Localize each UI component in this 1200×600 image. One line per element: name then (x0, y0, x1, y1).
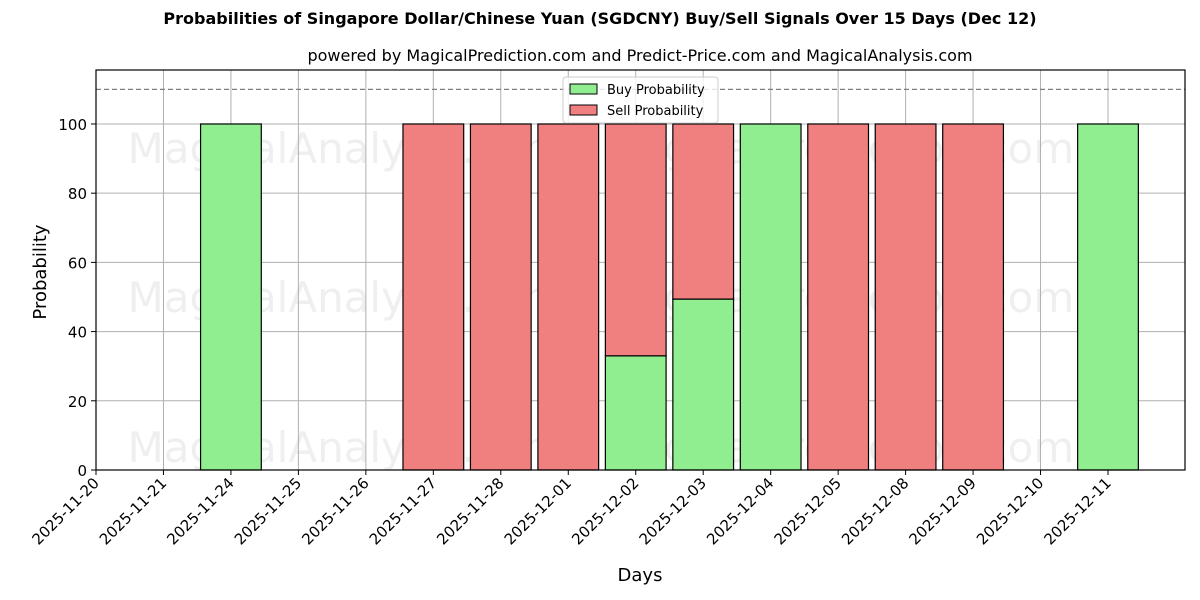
sell-bar (807, 123, 870, 471)
buy-bar (672, 298, 735, 471)
y-tick-label: 20 (68, 393, 87, 411)
x-tick-label: 2025-11-28 (433, 474, 507, 548)
x-axis-label: Days (618, 565, 663, 586)
sell-bar (874, 123, 937, 471)
buy-bar (199, 123, 262, 471)
x-tick-label: 2025-11-25 (231, 474, 305, 548)
legend-label-buy: Buy Probability (607, 83, 705, 98)
y-tick-label: 40 (68, 324, 87, 342)
legend-swatch-buy (569, 83, 598, 95)
chart-subtitle: powered by MagicalPrediction.com and Pre… (307, 46, 973, 65)
plot-frame (95, 69, 1186, 471)
sell-bar (469, 123, 532, 471)
bars (199, 123, 1139, 471)
y-tick-label: 100 (58, 116, 87, 134)
sell-bar (942, 123, 1005, 471)
x-tick-label: 2025-12-03 (636, 474, 710, 548)
chart-title: Probabilities of Singapore Dollar/Chines… (163, 9, 1037, 28)
x-tick-label: 2025-12-09 (906, 474, 980, 548)
x-tick-label: 2025-12-01 (501, 474, 575, 548)
legend-label-sell: Sell Probability (607, 104, 704, 119)
y-tick-label: 80 (68, 185, 87, 203)
legend-box (562, 76, 719, 124)
buy-bar (1077, 123, 1139, 471)
x-tick-label: 2025-12-08 (838, 474, 912, 548)
legend: Buy Probability Sell Probability (562, 76, 719, 124)
x-tick-label: 2025-11-27 (366, 474, 440, 548)
y-tick-label: 0 (77, 462, 87, 480)
x-tick-label: 2025-11-24 (163, 474, 237, 548)
sell-bar (672, 123, 735, 300)
x-tick-label: 2025-11-26 (298, 474, 372, 548)
sell-bar (402, 123, 465, 471)
x-tick-label: 2025-12-02 (568, 474, 642, 548)
buy-bar (739, 123, 802, 471)
y-tick-label: 60 (68, 254, 87, 272)
x-tick-label: 2025-11-21 (96, 474, 170, 548)
sell-bar (604, 123, 667, 357)
x-tick-label: 2025-12-10 (973, 474, 1047, 548)
x-tick-label: 2025-12-11 (1040, 474, 1114, 548)
x-tick-label: 2025-12-04 (703, 474, 777, 548)
x-tick-label: 2025-11-20 (28, 474, 102, 548)
y-axis-label: Probability (30, 224, 51, 319)
x-tick-label: 2025-12-05 (771, 474, 845, 548)
legend-swatch-sell (569, 104, 598, 116)
buy-bar (604, 355, 667, 471)
sell-bar (537, 123, 600, 471)
